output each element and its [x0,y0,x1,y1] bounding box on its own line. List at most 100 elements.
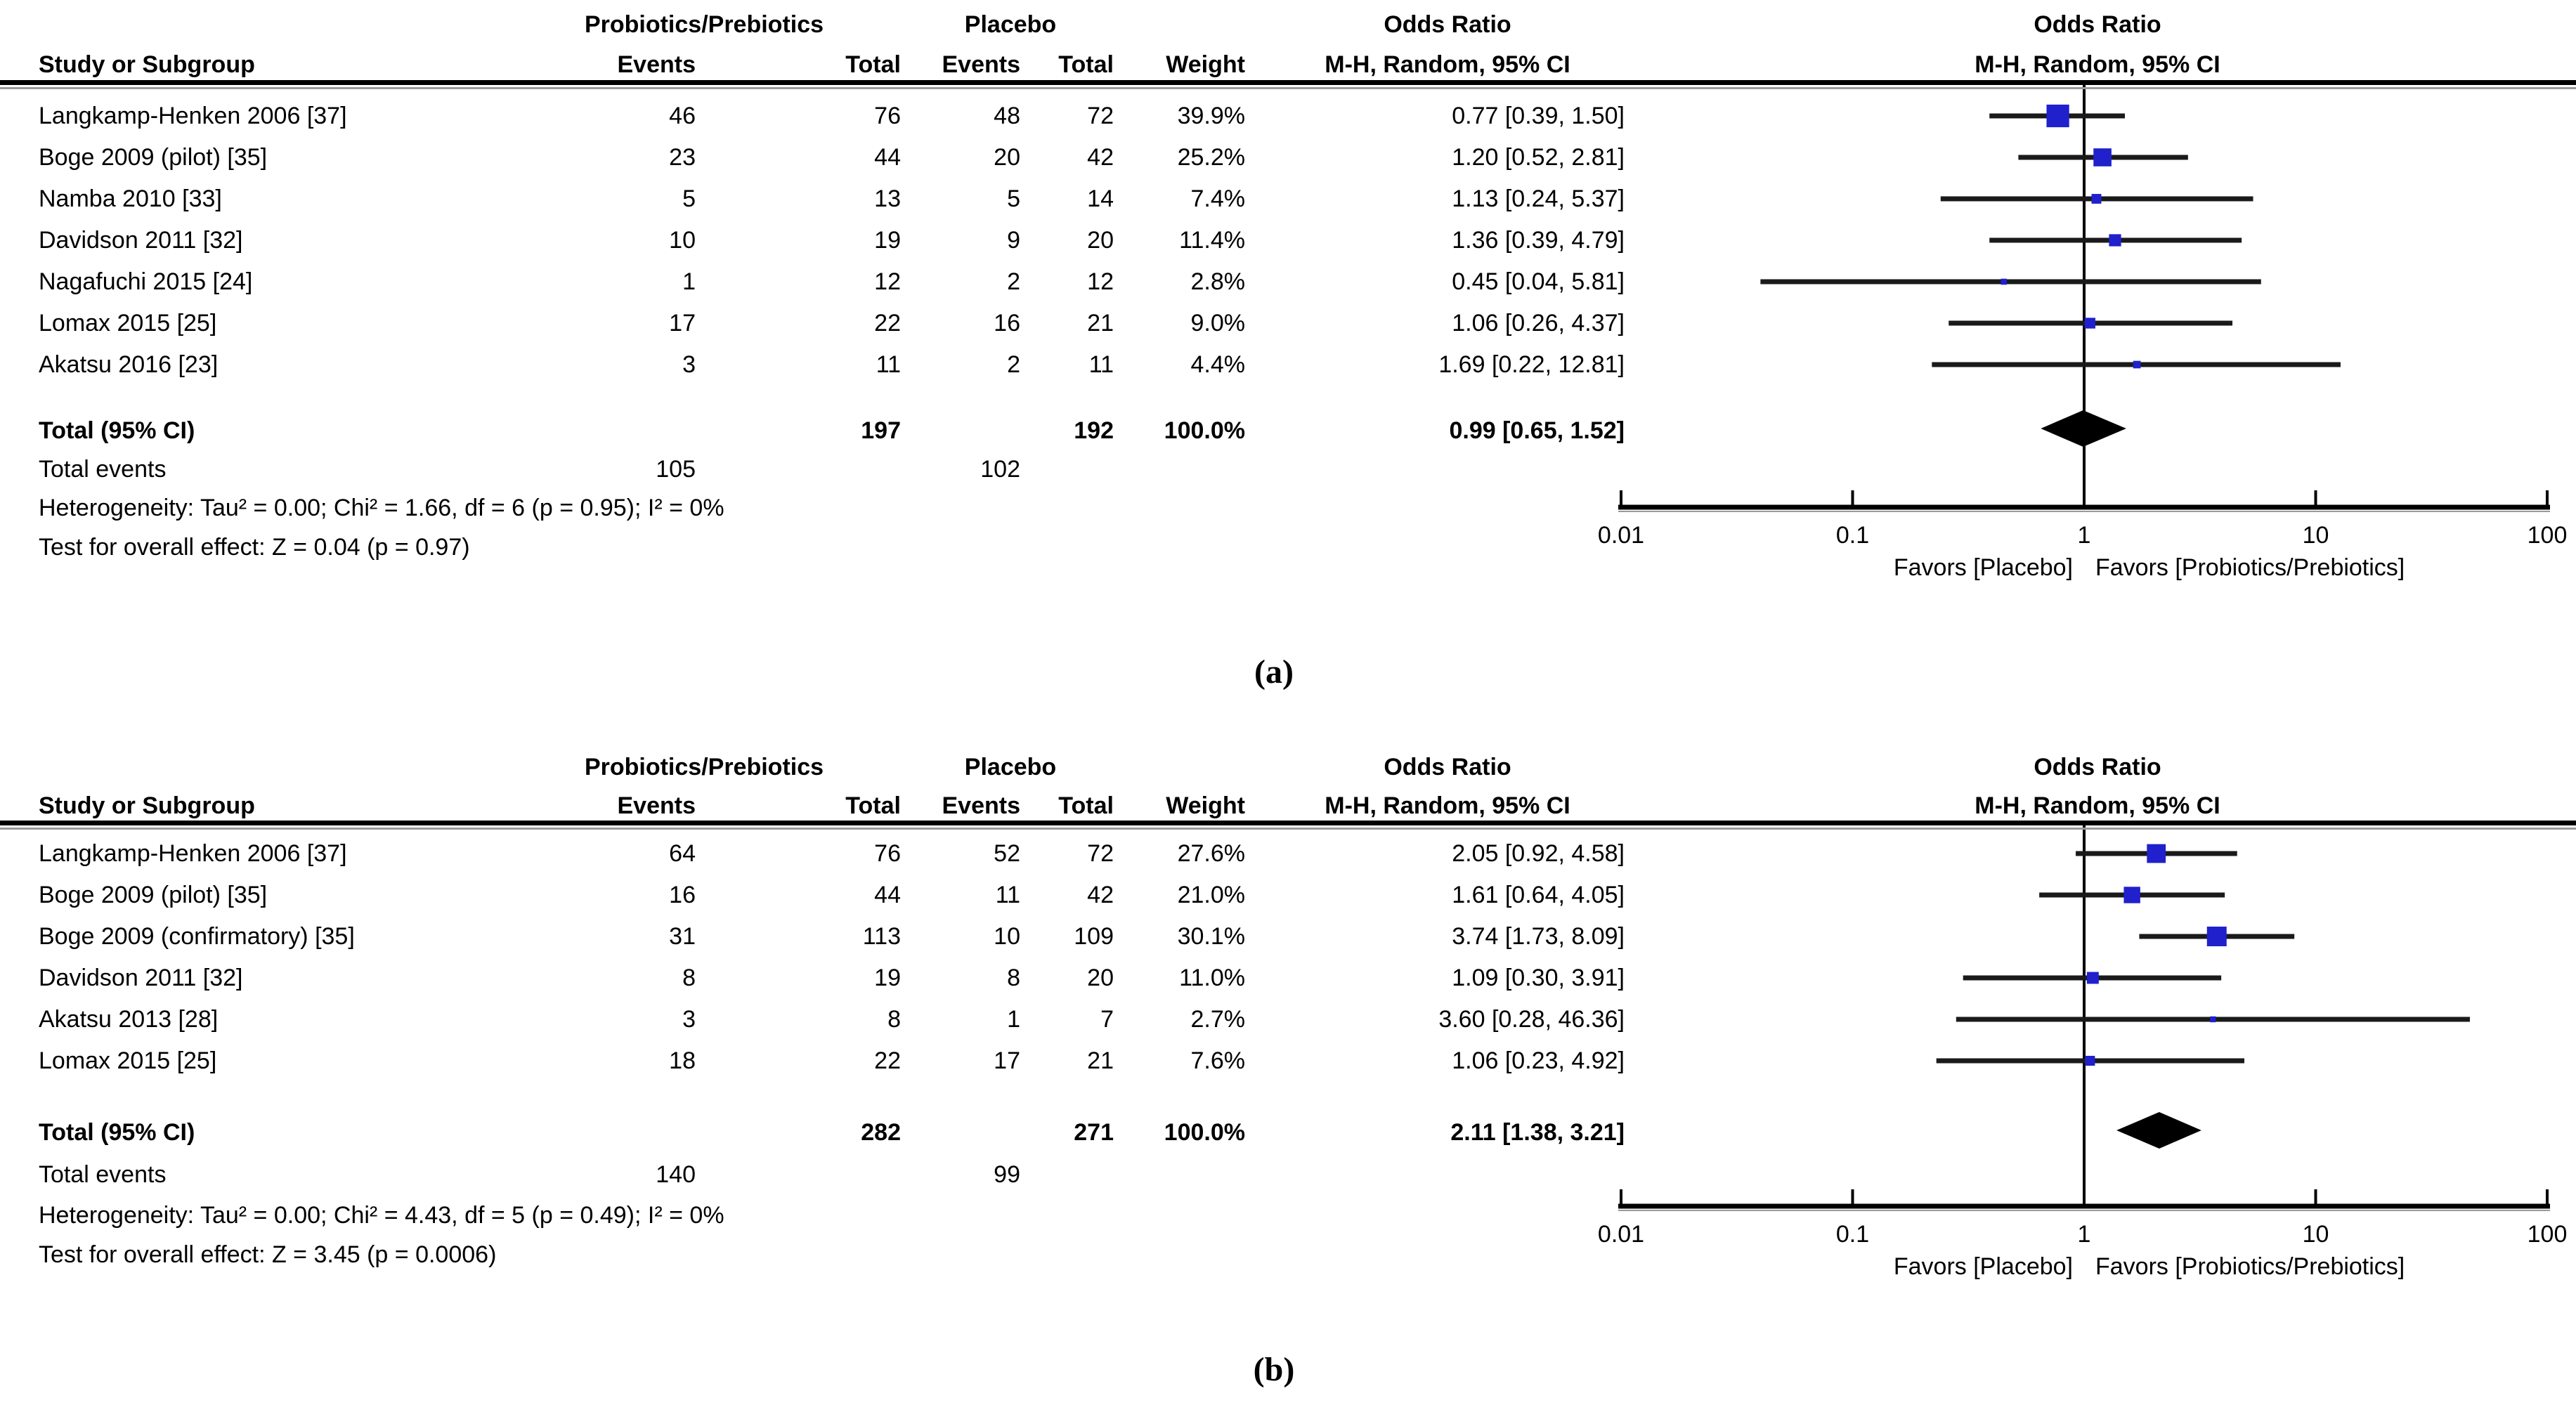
or-point-marker [2084,318,2095,329]
overall-effect-stats: Test for overall effect: Z = 3.45 (p = 0… [39,1241,497,1268]
panel-label: (a) [1254,653,1294,691]
events-ctrl-cell: 11 [995,882,1020,908]
total-events-ctrl: 99 [994,1161,1020,1188]
or-ci-cell: 1.20 [0.52, 2.81] [1452,144,1625,171]
summary-diamond [2116,1112,2201,1149]
heterogeneity-stats: Heterogeneity: Tau² = 0.00; Chi² = 4.43,… [39,1202,724,1229]
total-treat-cell: 76 [874,103,901,129]
plot-header-title: Odds Ratio [2034,11,2161,38]
total1-column-header: Total [845,51,901,78]
study-name: Namba 2010 [33] [39,185,222,212]
or-point-marker [2206,927,2227,946]
events-treat-cell: 64 [669,840,696,867]
total-treat-cell: 12 [874,268,901,295]
total-treat-cell: 13 [874,185,901,212]
weight-cell: 11.0% [1179,965,1245,991]
total-ctrl-sum: 192 [1074,417,1114,444]
events2-column-header: Events [942,51,1021,78]
header-rule [0,80,2576,85]
x-axis-tick-label: 10 [2302,522,2329,549]
or-ci-cell: 1.36 [0.39, 4.79] [1452,227,1625,254]
study-name: Akatsu 2013 [28] [39,1006,219,1033]
or-ci-cell: 3.60 [0.28, 46.36] [1438,1006,1625,1033]
total-row-label: Total (95% CI) [39,1119,195,1146]
study-name: Boge 2009 (pilot) [35] [39,882,268,908]
x-axis-tick-label: 1 [2077,522,2091,549]
events-treat-cell: 3 [682,351,696,378]
favors-left-label: Favors [Placebo] [1893,554,2073,581]
or-ci-cell: 0.45 [0.04, 5.81] [1452,268,1625,295]
study-name: Langkamp-Henken 2006 [37] [39,103,347,129]
group2-header: Placebo [964,754,1057,780]
or-point-marker [2147,844,2166,863]
total-ctrl-cell: 42 [1087,144,1114,171]
events-ctrl-cell: 1 [1007,1006,1020,1033]
study-name: Akatsu 2016 [23] [39,351,219,378]
study-name: Lomax 2015 [25] [39,1047,217,1074]
total-treat-sum: 197 [861,417,901,444]
total-events-treat: 105 [656,456,696,483]
events-treat-cell: 31 [669,923,696,950]
or-point-marker [2001,278,2008,285]
total-ctrl-cell: 21 [1087,310,1114,336]
or-method-header: M-H, Random, 95% CI [1325,51,1570,78]
events-ctrl-cell: 5 [1007,185,1020,212]
events-ctrl-cell: 2 [1007,351,1020,378]
study-name: Davidson 2011 [32] [39,227,243,254]
total-events-treat: 140 [656,1161,696,1188]
weight-cell: 9.0% [1190,310,1246,336]
x-axis-tick-label: 1 [2077,1221,2091,1248]
group1-header: Probiotics/Prebiotics [584,11,824,38]
or-point-marker [2123,887,2140,903]
total-treat-cell: 11 [876,351,901,378]
panel-label: (b) [1253,1351,1295,1388]
events-ctrl-cell: 17 [994,1047,1020,1074]
weight-cell: 2.7% [1190,1006,1246,1033]
or-ci-cell: 2.05 [0.92, 4.58] [1452,840,1625,867]
x-axis-tick-label: 10 [2302,1221,2329,1248]
total2-column-header: Total [1058,51,1114,78]
weight-cell: 27.6% [1177,840,1245,867]
events-treat-cell: 8 [682,965,696,991]
or-point-marker [2133,360,2141,369]
x-axis-tick-label: 0.1 [1835,522,1870,549]
total-treat-sum: 282 [861,1119,901,1146]
events1-column-header: Events [617,51,696,78]
weight-column-header: Weight [1166,51,1245,78]
total-treat-cell: 22 [874,1047,901,1074]
heterogeneity-stats: Heterogeneity: Tau² = 0.00; Chi² = 1.66,… [39,495,724,521]
total-treat-cell: 76 [874,840,901,867]
total2-column-header: Total [1058,792,1114,819]
weight-cell: 7.6% [1190,1047,1246,1074]
weight-cell: 7.4% [1190,185,1246,212]
or-ci-cell: 3.74 [1.73, 8.09] [1452,923,1625,950]
events-treat-cell: 16 [669,882,696,908]
weight-cell: 30.1% [1177,923,1245,950]
or-point-marker [2086,972,2099,984]
total-events-ctrl: 102 [980,456,1020,483]
header-rule-shadow [0,87,2576,89]
x-axis-tick-label: 100 [2527,1221,2568,1248]
overall-effect-stats: Test for overall effect: Z = 0.04 (p = 0… [39,534,470,561]
total-weight: 100.0% [1164,1119,1245,1146]
weight-cell: 2.8% [1190,268,1246,295]
or-ci-cell: 1.09 [0.30, 3.91] [1452,965,1625,991]
total-ctrl-cell: 14 [1087,185,1114,212]
total-treat-cell: 113 [862,923,901,950]
summary-diamond [2041,410,2126,447]
or-method-header: M-H, Random, 95% CI [1325,792,1570,819]
events1-column-header: Events [617,792,696,819]
events-ctrl-cell: 52 [994,840,1020,867]
total-ctrl-cell: 72 [1087,103,1114,129]
total-row-label: Total (95% CI) [39,417,195,444]
x-axis-tick-label: 0.01 [1597,522,1645,549]
events-ctrl-cell: 20 [994,144,1020,171]
events-treat-cell: 3 [682,1006,696,1033]
plot-header-subtitle: M-H, Random, 95% CI [1975,51,2220,78]
total-ctrl-cell: 42 [1087,882,1114,908]
total-or-ci: 2.11 [1.38, 3.21] [1450,1119,1625,1146]
total-ctrl-cell: 11 [1088,351,1114,378]
or-ci-cell: 0.77 [0.39, 1.50] [1452,103,1625,129]
total-events-label: Total events [39,456,167,483]
